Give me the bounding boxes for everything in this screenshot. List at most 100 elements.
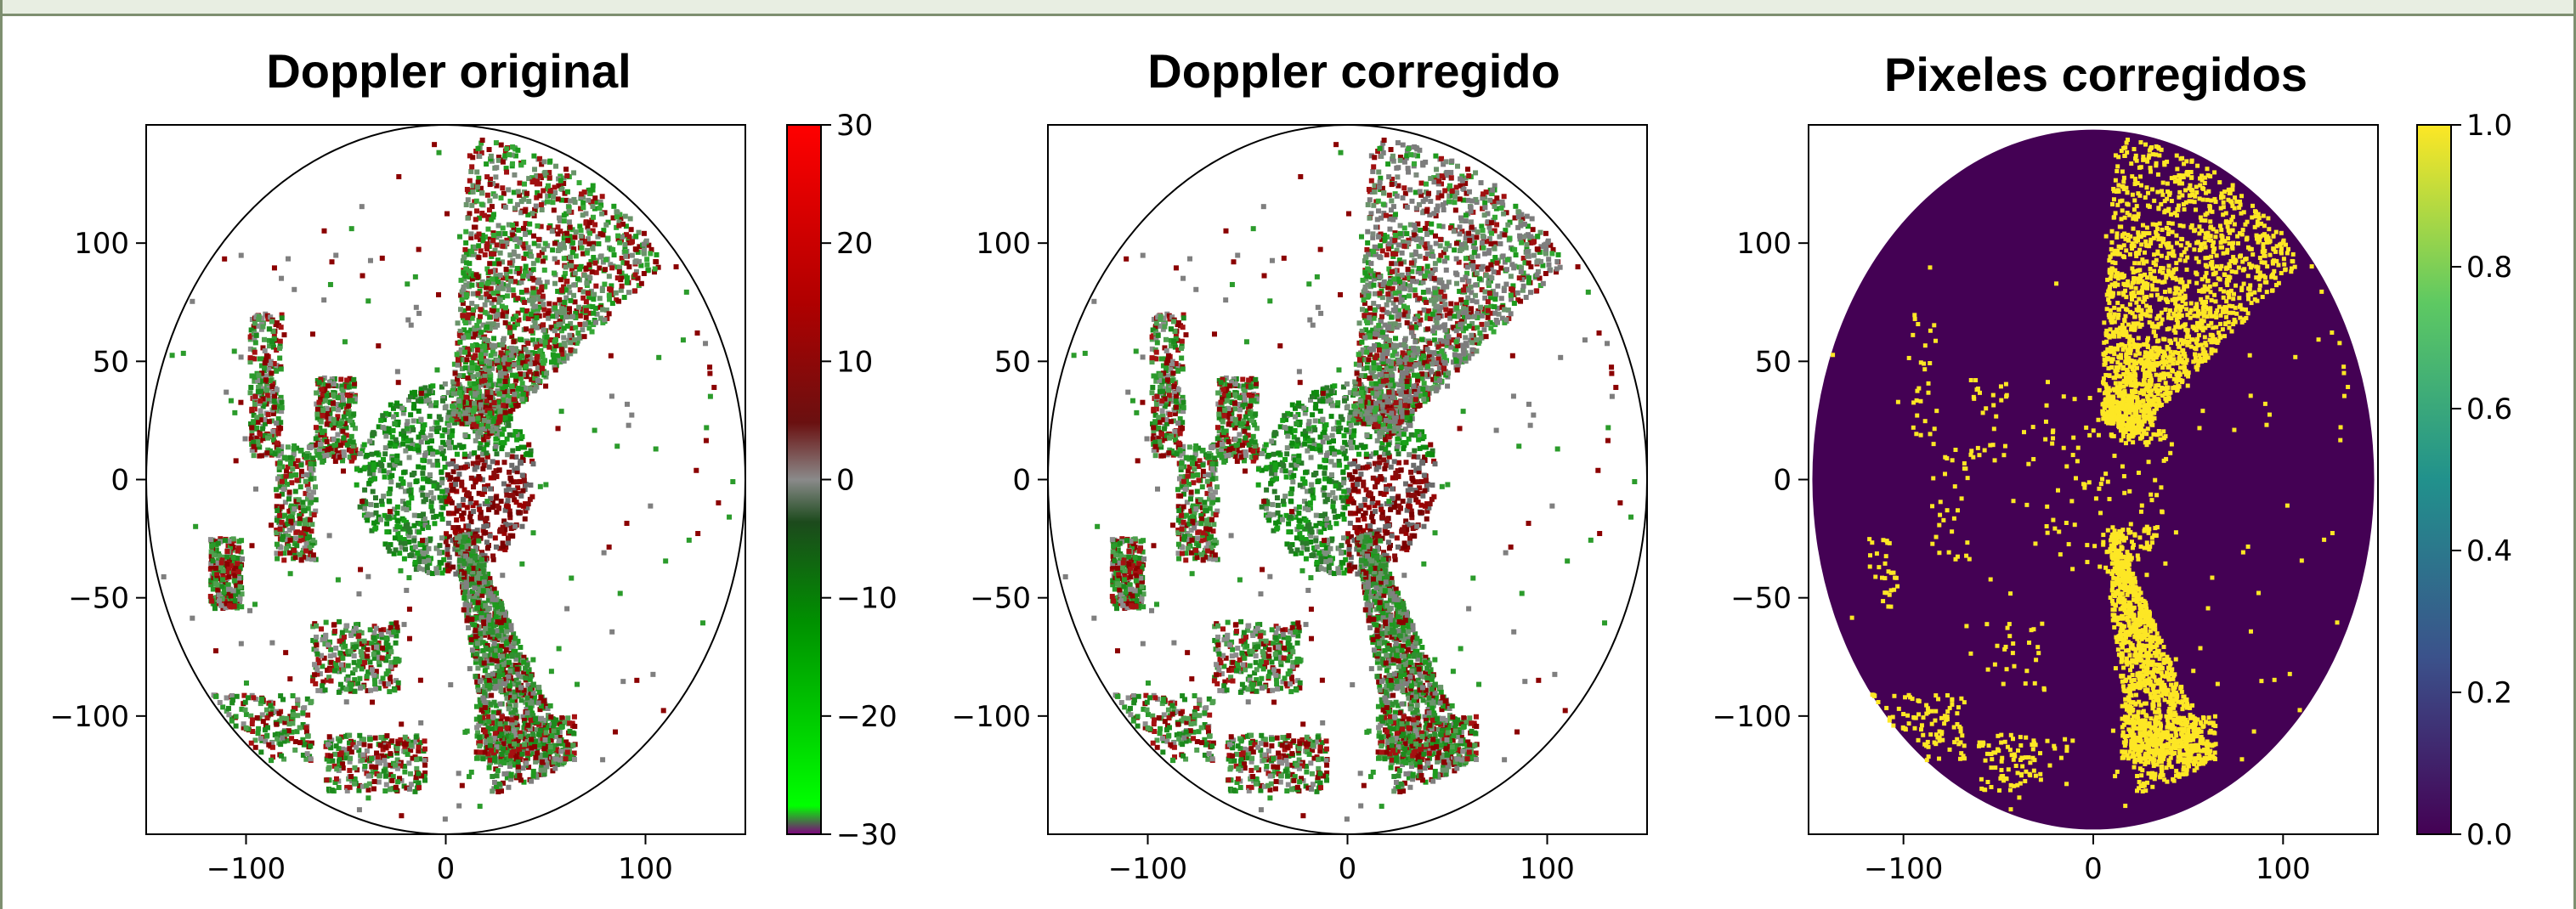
echo-pixel (428, 403, 433, 408)
echo-pixel (617, 269, 622, 274)
echo-pixel (259, 698, 264, 703)
echo-pixel (427, 388, 432, 393)
echo-pixel (382, 788, 388, 793)
echo-pixel (501, 244, 506, 249)
echo-pixel (553, 367, 558, 372)
echo-pixel (340, 656, 345, 661)
echo-pixel (465, 187, 470, 192)
echo-pixel (564, 173, 569, 178)
echo-pixel (422, 758, 427, 763)
echo-pixel (579, 234, 584, 239)
echo-pixel (440, 505, 445, 511)
echo-pixel (487, 410, 492, 415)
echo-pixel (489, 475, 494, 480)
echo-pixel (474, 169, 479, 174)
echo-pixel (584, 308, 589, 313)
echo-pixel (439, 561, 444, 566)
echo-pixel (540, 366, 545, 371)
echo-pixel (384, 641, 389, 646)
echo-pixel (256, 726, 261, 731)
echo-pixel (503, 379, 508, 384)
echo-pixel (397, 524, 402, 529)
echo-pixel (303, 479, 309, 484)
echo-pixel (487, 207, 492, 212)
echo-pixel (541, 361, 546, 366)
echo-pixel (287, 489, 292, 494)
echo-pixel (504, 630, 509, 635)
echo-pixel (483, 517, 488, 522)
echo-pixel (498, 688, 503, 693)
echo-pixel (532, 360, 537, 365)
echo-pixel (246, 695, 251, 700)
echo-pixel (485, 673, 490, 678)
echo-pixel (490, 671, 495, 676)
echo-pixel (456, 320, 461, 325)
echo-pixel (495, 358, 500, 363)
echo-pixel (464, 584, 469, 590)
echo-pixel (461, 596, 467, 601)
echo-pixel (312, 662, 317, 667)
echo-pixel (556, 196, 561, 201)
echo-pixel (453, 445, 458, 450)
echo-pixel (578, 240, 583, 246)
echo-pixel (239, 604, 244, 609)
echo-pixel (504, 170, 509, 175)
echo-pixel (509, 346, 514, 351)
echo-pixel (552, 185, 558, 190)
echo-pixel (463, 410, 468, 415)
echo-pixel (511, 287, 516, 292)
echo-pixel (559, 347, 564, 352)
echo-pixel (410, 390, 415, 395)
echo-pixel (428, 490, 433, 495)
echo-pixel (567, 306, 572, 311)
echo-pixel (446, 423, 451, 428)
echo-pixel (550, 200, 555, 205)
echo-pixel (343, 686, 348, 692)
echo-pixel (552, 240, 558, 246)
echo-pixel (499, 350, 504, 355)
echo-pixel (416, 745, 421, 750)
echo-pixel (498, 414, 503, 419)
echo-pixel (432, 521, 437, 526)
echo-pixel (586, 241, 592, 246)
echo-pixel (488, 269, 493, 274)
echo-pixel (487, 261, 492, 266)
echo-pixel (482, 378, 487, 383)
echo-pixel (567, 219, 572, 224)
echo-pixel (510, 449, 515, 454)
echo-pixel (466, 306, 471, 311)
echo-pixel (494, 165, 499, 170)
echo-pixel (583, 267, 588, 272)
echo-pixel (336, 658, 341, 663)
echo-pixel (396, 519, 401, 524)
echo-pixel (323, 634, 328, 639)
echo-pixel (298, 530, 303, 535)
echo-pixel (407, 483, 412, 488)
echo-pixel (556, 322, 561, 327)
echo-pixel (313, 484, 318, 489)
echo-pixel (562, 341, 567, 346)
echo-pixel (503, 384, 508, 389)
echo-pixel (518, 460, 523, 466)
echo-pixel (620, 284, 625, 289)
echo-pixel (515, 652, 520, 658)
echo-pixel (485, 281, 490, 286)
echo-pixel (387, 689, 392, 694)
echo-pixel (632, 260, 637, 265)
echo-pixel (411, 418, 416, 423)
echo-pixel (536, 237, 541, 242)
echo-pixel (506, 187, 511, 192)
echo-pixel (497, 782, 502, 787)
echo-pixel (231, 555, 236, 560)
echo-pixel (568, 198, 573, 203)
echo-pixel (320, 683, 325, 688)
echo-pixel (542, 268, 547, 273)
echo-pixel (500, 342, 505, 347)
echo-pixel (580, 205, 586, 210)
echo-pixel (572, 337, 577, 342)
echo-pixel (487, 678, 492, 683)
echo-pixel (414, 735, 419, 740)
echo-pixel (415, 550, 420, 556)
echo-pixel (523, 232, 528, 237)
